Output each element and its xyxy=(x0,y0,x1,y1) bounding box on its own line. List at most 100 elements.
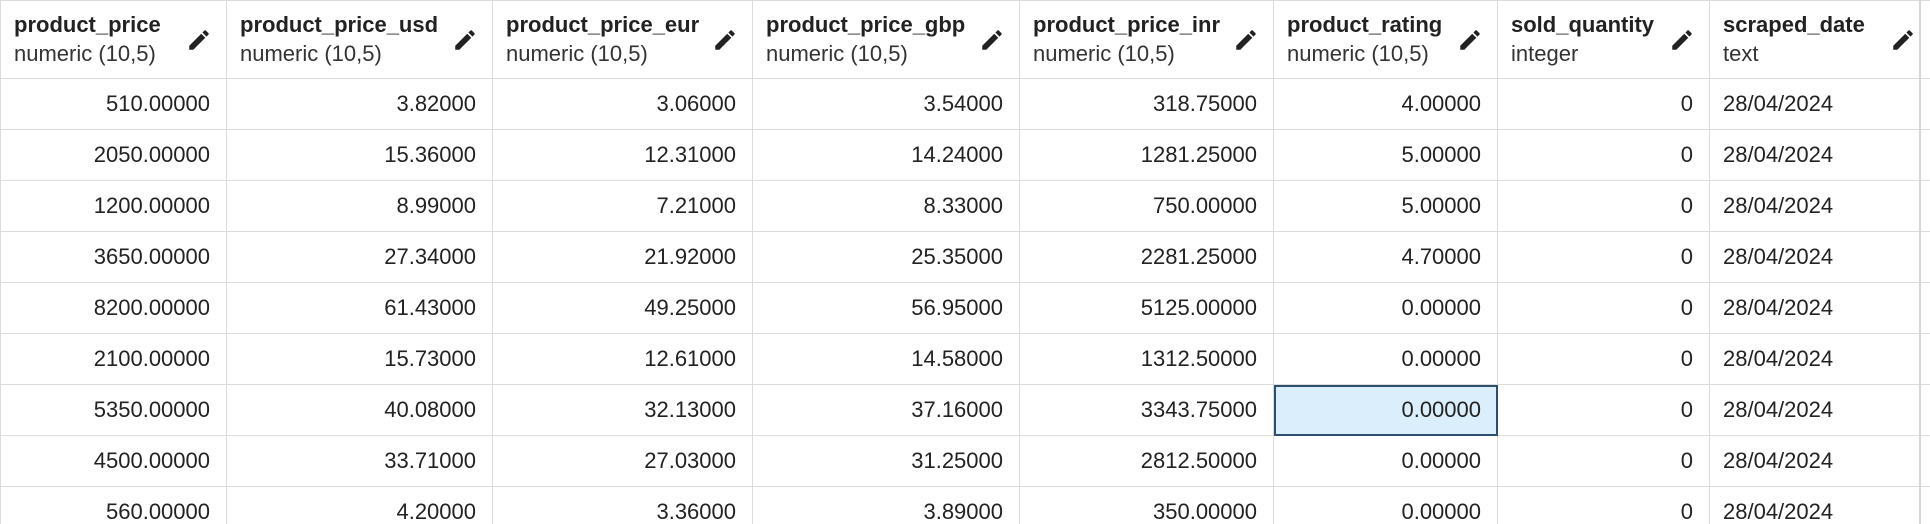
column-type: numeric (10,5) xyxy=(766,40,908,66)
table-cell[interactable]: 25.35000 xyxy=(752,231,1020,283)
table-cell[interactable]: 0 xyxy=(1497,180,1710,232)
table-cell[interactable]: 49.25000 xyxy=(492,282,753,334)
column-header-product-price[interactable]: product_price numeric (10,5) xyxy=(0,0,227,79)
table-cell[interactable]: 40.08000 xyxy=(226,384,493,436)
table-cell[interactable]: 2281.25000 xyxy=(1019,231,1274,283)
table-cell[interactable]: 1200.00000 xyxy=(0,180,227,232)
table-cell[interactable]: 56.95000 xyxy=(752,282,1020,334)
table-cell[interactable]: 14.24000 xyxy=(752,129,1020,181)
table-cell[interactable]: 28/04/2024 xyxy=(1709,384,1930,436)
column-name: product_price_usd xyxy=(240,11,439,37)
table-cell[interactable]: 3.06000 xyxy=(492,78,753,130)
column-name: product_price_inr xyxy=(1033,11,1221,37)
table-cell[interactable]: 8.33000 xyxy=(752,180,1020,232)
table-cell[interactable]: 1281.25000 xyxy=(1019,129,1274,181)
table-cell[interactable]: 28/04/2024 xyxy=(1709,180,1930,232)
table-cell[interactable]: 28/04/2024 xyxy=(1709,333,1930,385)
table-cell[interactable]: 28/04/2024 xyxy=(1709,129,1930,181)
table-cell[interactable]: 0 xyxy=(1497,384,1710,436)
table-cell[interactable]: 28/04/2024 xyxy=(1709,282,1930,334)
table-cell[interactable]: 2812.50000 xyxy=(1019,435,1274,487)
table-cell[interactable]: 0.00000 xyxy=(1273,486,1498,524)
table-cell[interactable]: 5.00000 xyxy=(1273,129,1498,181)
table-cell[interactable]: 15.36000 xyxy=(226,129,493,181)
column-header-product-price-inr[interactable]: product_price_inr numeric (10,5) xyxy=(1019,0,1274,79)
table-cell[interactable]: 0 xyxy=(1497,486,1710,524)
table-cell[interactable]: 3.36000 xyxy=(492,486,753,524)
column-type: numeric (10,5) xyxy=(506,40,648,66)
table-cell[interactable]: 61.43000 xyxy=(226,282,493,334)
table-cell[interactable]: 31.25000 xyxy=(752,435,1020,487)
table-cell[interactable]: 5125.00000 xyxy=(1019,282,1274,334)
table-cell[interactable]: 28/04/2024 xyxy=(1709,486,1930,524)
column-name: product_rating xyxy=(1287,11,1443,37)
pencil-icon[interactable] xyxy=(979,27,1005,53)
table-cell[interactable]: 32.13000 xyxy=(492,384,753,436)
table-cell[interactable]: 21.92000 xyxy=(492,231,753,283)
table-cell[interactable]: 750.00000 xyxy=(1019,180,1274,232)
table-cell[interactable]: 0.00000 xyxy=(1273,333,1498,385)
table-cell[interactable]: 12.31000 xyxy=(492,129,753,181)
table-cell[interactable]: 0.00000 xyxy=(1273,282,1498,334)
table-cell[interactable]: 3.89000 xyxy=(752,486,1020,524)
column-header-product-price-usd[interactable]: product_price_usd numeric (10,5) xyxy=(226,0,493,79)
table-cell[interactable]: 3.54000 xyxy=(752,78,1020,130)
table-row: 4500.00000 33.71000 27.03000 31.25000 2812.5… xyxy=(0,435,1930,487)
table-cell[interactable]: 0 xyxy=(1497,129,1710,181)
table-row: 3650.00000 27.34000 21.92000 25.35000 2281.2… xyxy=(0,231,1930,283)
table-cell-selected[interactable]: 0.00000 xyxy=(1273,384,1498,436)
table-cell[interactable]: 3343.75000 xyxy=(1019,384,1274,436)
table-row: 1200.00000 8.99000 7.21000 8.33000 750.00000… xyxy=(0,180,1930,232)
table-cell[interactable]: 2100.00000 xyxy=(0,333,227,385)
table-cell[interactable]: 28/04/2024 xyxy=(1709,435,1930,487)
table-cell[interactable]: 27.34000 xyxy=(226,231,493,283)
table-cell[interactable]: 560.00000 xyxy=(0,486,227,524)
table-cell[interactable]: 15.73000 xyxy=(226,333,493,385)
table-cell[interactable]: 8200.00000 xyxy=(0,282,227,334)
pencil-icon[interactable] xyxy=(452,27,478,53)
table-cell[interactable]: 4.20000 xyxy=(226,486,493,524)
pencil-icon[interactable] xyxy=(186,27,212,53)
table-cell[interactable]: 3650.00000 xyxy=(0,231,227,283)
table-cell[interactable]: 4.00000 xyxy=(1273,78,1498,130)
table-cell[interactable]: 14.58000 xyxy=(752,333,1020,385)
table-cell[interactable]: 37.16000 xyxy=(752,384,1020,436)
table-cell[interactable]: 27.03000 xyxy=(492,435,753,487)
table-cell[interactable]: 350.00000 xyxy=(1019,486,1274,524)
table-cell[interactable]: 8.99000 xyxy=(226,180,493,232)
table-row: 510.00000 3.82000 3.06000 3.54000 318.75000 4… xyxy=(0,78,1930,130)
table-cell[interactable]: 5350.00000 xyxy=(0,384,227,436)
table-cell[interactable]: 7.21000 xyxy=(492,180,753,232)
pencil-icon[interactable] xyxy=(1669,27,1695,53)
column-name: product_price_gbp xyxy=(766,11,966,37)
table-cell[interactable]: 0 xyxy=(1497,231,1710,283)
table-cell[interactable]: 12.61000 xyxy=(492,333,753,385)
table-cell[interactable]: 33.71000 xyxy=(226,435,493,487)
table-cell[interactable]: 0 xyxy=(1497,78,1710,130)
table-cell[interactable]: 0 xyxy=(1497,282,1710,334)
table-cell[interactable]: 28/04/2024 xyxy=(1709,78,1930,130)
table-cell[interactable]: 3.82000 xyxy=(226,78,493,130)
table-cell[interactable]: 510.00000 xyxy=(0,78,227,130)
table-cell[interactable]: 4.70000 xyxy=(1273,231,1498,283)
column-header-sold-quantity[interactable]: sold_quantity integer xyxy=(1497,0,1710,79)
column-name: product_price_eur xyxy=(506,11,700,37)
pencil-icon[interactable] xyxy=(1890,27,1916,53)
table-cell[interactable]: 5.00000 xyxy=(1273,180,1498,232)
table-cell[interactable]: 4500.00000 xyxy=(0,435,227,487)
table-cell[interactable]: 2050.00000 xyxy=(0,129,227,181)
pencil-icon[interactable] xyxy=(1457,27,1483,53)
pencil-icon[interactable] xyxy=(712,27,738,53)
table-cell[interactable]: 28/04/2024 xyxy=(1709,231,1930,283)
table-cell[interactable]: 318.75000 xyxy=(1019,78,1274,130)
table-cell[interactable]: 0 xyxy=(1497,435,1710,487)
table-cell[interactable]: 0.00000 xyxy=(1273,435,1498,487)
table-cell[interactable]: 0 xyxy=(1497,333,1710,385)
column-header-scraped-date[interactable]: scraped_date text xyxy=(1709,0,1930,79)
table-cell[interactable]: 1312.50000 xyxy=(1019,333,1274,385)
pencil-icon[interactable] xyxy=(1233,27,1259,53)
column-type: numeric (10,5) xyxy=(1287,40,1429,66)
